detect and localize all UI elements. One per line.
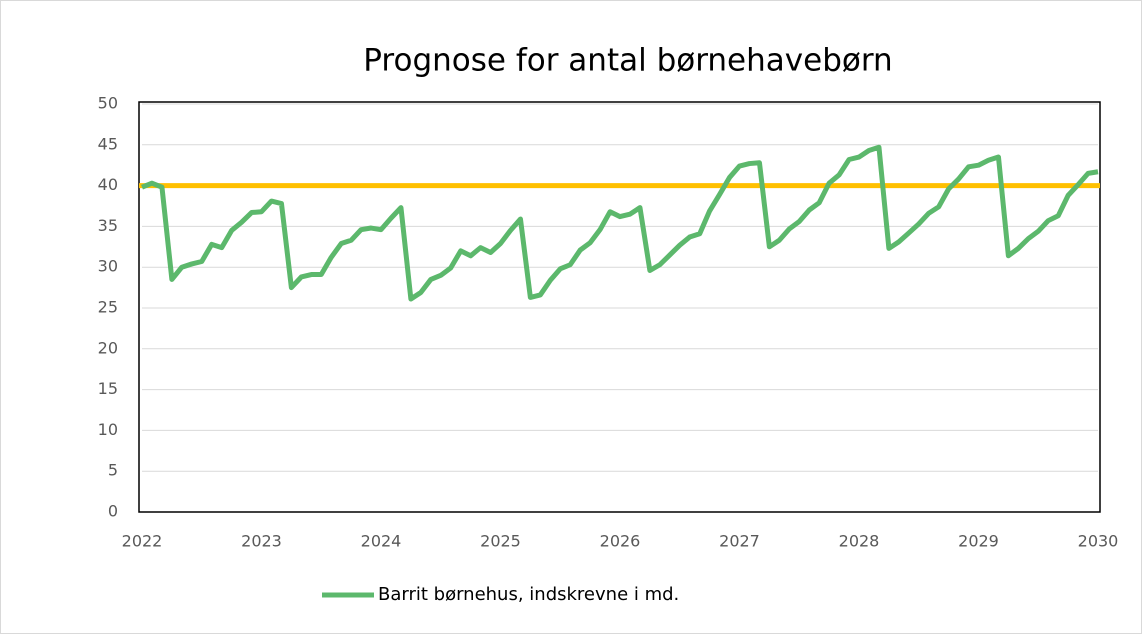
- x-tick-label: 2025: [480, 532, 521, 551]
- y-tick-label: 35: [98, 216, 118, 235]
- chart-title: Prognose for antal børnehavebørn: [363, 43, 892, 79]
- plot-frame: [138, 101, 1101, 513]
- y-tick-label: 30: [98, 257, 118, 276]
- y-tick-label: 0: [108, 502, 118, 521]
- x-tick-label: 2024: [361, 532, 402, 551]
- legend-label: Barrit børnehus, indskrevne i md.: [378, 584, 679, 605]
- y-tick-label: 5: [108, 461, 118, 480]
- y-tick-label: 10: [98, 420, 118, 439]
- x-tick-label: 2023: [241, 532, 282, 551]
- x-tick-label: 2027: [719, 532, 760, 551]
- x-tick-label: 2030: [1078, 532, 1119, 551]
- x-tick-label: 2028: [839, 532, 880, 551]
- series-line: [141, 144, 1099, 302]
- y-tick-label: 45: [98, 134, 118, 153]
- y-tick-label: 15: [98, 379, 118, 398]
- x-tick-label: 2022: [122, 532, 163, 551]
- y-tick-label: 40: [98, 175, 118, 194]
- y-tick-label: 20: [98, 338, 118, 357]
- x-tick-label: 2029: [958, 532, 999, 551]
- y-tick-label: 25: [98, 298, 118, 317]
- y-tick-label: 50: [98, 94, 118, 113]
- x-tick-label: 2026: [600, 532, 641, 551]
